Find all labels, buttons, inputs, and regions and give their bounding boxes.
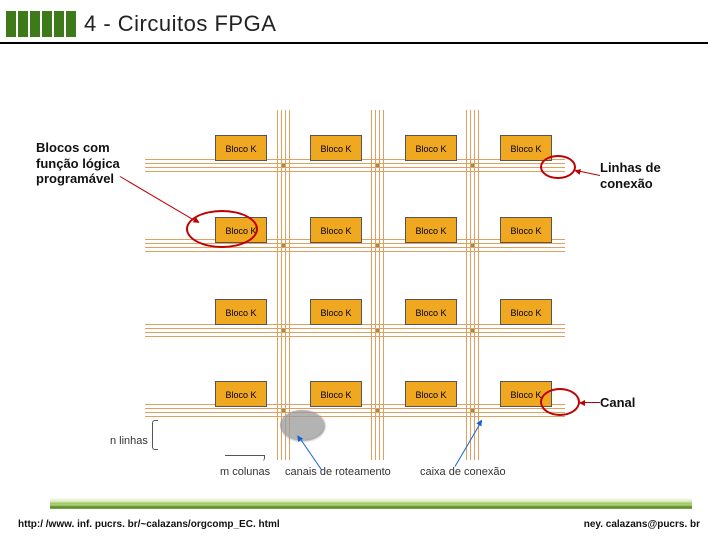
- annotation-linhas: Linhas deconexão: [600, 160, 661, 191]
- fpga-block: Bloco K: [310, 299, 362, 325]
- label-mcolunas: m colunas: [220, 466, 270, 478]
- annotation-blocos: Blocos comfunção lógicaprogramável: [36, 140, 120, 187]
- fpga-block: Bloco K: [215, 135, 267, 161]
- footer-bar: [50, 498, 692, 510]
- label-caixa: caixa de conexão: [420, 466, 506, 478]
- ellipse-linhas: [540, 155, 576, 179]
- fpga-block: Bloco K: [310, 381, 362, 407]
- fpga-block: Bloco K: [405, 381, 457, 407]
- slide-title: 4 - Circuitos FPGA: [84, 11, 276, 37]
- fpga-diagram: Bloco K Bloco K Bloco K Bloco K Bloco K Bloco…: [145, 110, 575, 470]
- fpga-block: Bloco K: [405, 217, 457, 243]
- ellipse-canal: [540, 388, 580, 416]
- footer-email: ney. calazans@pucrs. br: [584, 519, 700, 530]
- title-row: 4 - Circuitos FPGA: [0, 8, 720, 40]
- fpga-block: Bloco K: [405, 135, 457, 161]
- label-canais: canais de roteamento: [285, 466, 391, 478]
- title-bar-decor: [6, 11, 76, 37]
- fpga-block: Bloco K: [405, 299, 457, 325]
- fpga-block: Bloco K: [500, 217, 552, 243]
- ellipse-blocos: [186, 210, 258, 248]
- title-underline: [0, 42, 708, 44]
- footer-url: http:/ /www. inf. pucrs. br/~calazans/or…: [18, 519, 280, 530]
- fpga-block: Bloco K: [310, 135, 362, 161]
- fpga-block: Bloco K: [215, 299, 267, 325]
- fpga-block: Bloco K: [215, 381, 267, 407]
- fpga-block: Bloco K: [500, 135, 552, 161]
- ellipse-grey: [280, 410, 324, 440]
- fpga-block: Bloco K: [310, 217, 362, 243]
- arrow: [580, 402, 600, 403]
- label-nlinhas: n linhas: [110, 435, 148, 447]
- brace-nlinhas: [152, 420, 158, 450]
- brace-mcolunas: [225, 455, 265, 461]
- annotation-canal: Canal: [600, 395, 635, 411]
- arrow: [576, 170, 600, 176]
- fpga-block: Bloco K: [500, 299, 552, 325]
